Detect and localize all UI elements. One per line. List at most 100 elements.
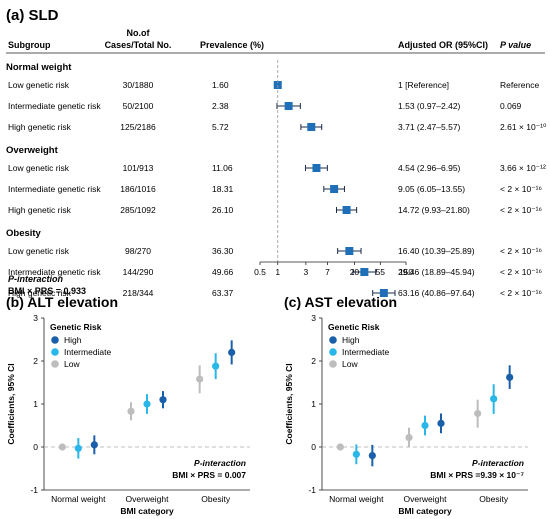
- or-marker: [342, 206, 351, 214]
- row-prevalence: 1.60: [212, 80, 229, 90]
- row-or-text: 3.71 (2.47–5.57): [398, 122, 461, 132]
- coefficient-point: [405, 433, 413, 442]
- row-cases: 285/1092: [120, 205, 156, 215]
- x-tick-label: 3: [303, 267, 308, 277]
- row-or-text: 63.16 (40.86–97.64): [398, 288, 475, 298]
- coefficient-point: [212, 362, 220, 370]
- interaction-value: BMI × PRS =9.39 × 10⁻⁷: [430, 470, 524, 480]
- row-subgroup-label: High genetic risk: [8, 205, 72, 215]
- x-tick-label: 150: [399, 267, 413, 277]
- x-category-label: Normal weight: [51, 494, 106, 504]
- row-subgroup-label: High genetic risk: [8, 288, 72, 298]
- header-cases-line1: No.of: [127, 28, 151, 38]
- row-p-value: 2.61 × 10⁻¹⁰: [500, 122, 547, 132]
- panel-c-title: (c) AST elevation: [284, 294, 397, 310]
- y-tick-label: -1: [308, 485, 316, 495]
- coefficient-point: [437, 419, 445, 427]
- y-tick-label: 1: [33, 399, 38, 409]
- row-prevalence: 49.66: [212, 267, 234, 277]
- row-p-value: < 2 × 10⁻¹⁶: [500, 246, 542, 256]
- header-adjusted-or: Adjusted OR (95%CI): [398, 40, 488, 50]
- row-prevalence: 36.30: [212, 246, 234, 256]
- coefficient-point: [490, 395, 498, 403]
- or-marker: [379, 289, 388, 297]
- legend-title: Genetic Risk: [50, 322, 102, 332]
- row-subgroup-label: Intermediate genetic risk: [8, 101, 101, 111]
- legend-label: Intermediate: [64, 347, 112, 357]
- x-category-label: Obesity: [479, 494, 509, 504]
- group-label: Obesity: [6, 228, 42, 239]
- row-cases: 50/2100: [123, 101, 154, 111]
- y-tick-label: 1: [311, 399, 316, 409]
- row-prevalence: 2.38: [212, 101, 229, 111]
- row-or-text: 14.72 (9.93–21.80): [398, 205, 470, 215]
- legend-label: High: [64, 335, 82, 345]
- legend-label: Low: [64, 359, 80, 369]
- y-axis-label: Coefficients, 95% CI: [6, 363, 16, 444]
- row-subgroup-label: Low genetic risk: [8, 246, 70, 256]
- x-tick-label: 55: [376, 267, 386, 277]
- row-p-value: 0.069: [500, 101, 522, 111]
- coefficient-point: [228, 348, 236, 356]
- coefficient-point: [127, 407, 135, 415]
- header-p-value: P value: [500, 40, 531, 50]
- row-or-text: 4.54 (2.96–6.95): [398, 163, 461, 173]
- coefficient-point: [421, 421, 429, 430]
- legend-title: Genetic Risk: [328, 322, 380, 332]
- panel-a-interaction-label: P-interaction: [8, 274, 64, 284]
- legend-swatch: [51, 360, 59, 368]
- or-marker: [360, 268, 369, 276]
- legend-swatch: [329, 348, 337, 356]
- coefficient-point: [352, 450, 360, 458]
- row-cases: 186/1016: [120, 184, 156, 194]
- y-tick-label: 3: [311, 313, 316, 323]
- header-cases-line2: Cases/Total No.: [105, 40, 172, 50]
- row-cases: 218/344: [123, 288, 154, 298]
- y-tick-label: 3: [33, 313, 38, 323]
- y-tick-label: -1: [30, 485, 38, 495]
- interaction-label: P-interaction: [194, 458, 246, 468]
- row-or-text: 1 [Reference]: [398, 80, 449, 90]
- or-marker: [307, 123, 316, 131]
- row-prevalence: 26.10: [212, 205, 234, 215]
- coefficient-point: [90, 441, 98, 449]
- row-p-value: < 2 × 10⁻¹⁶: [500, 267, 542, 277]
- row-prevalence: 11.06: [212, 163, 233, 173]
- group-label: Overweight: [6, 145, 59, 156]
- x-tick-label: 7: [325, 267, 330, 277]
- row-p-value: 3.66 × 10⁻¹²: [500, 163, 546, 173]
- panel-a-interaction-value: BMI × PRS = 0.933: [8, 286, 86, 296]
- x-tick-label: 20: [350, 267, 360, 277]
- x-axis-label: BMI category: [120, 506, 174, 516]
- panel-b-title: (b) ALT elevation: [6, 294, 118, 310]
- row-cases: 98/270: [125, 246, 151, 256]
- row-or-text: 29.46 (18.89–45.94): [398, 267, 475, 277]
- legend-label: Low: [342, 359, 358, 369]
- row-prevalence: 63.37: [212, 288, 234, 298]
- row-p-value: < 2 × 10⁻¹⁶: [500, 288, 542, 298]
- panel-a-title: (a) SLD: [6, 7, 59, 24]
- row-p-value: < 2 × 10⁻¹⁶: [500, 184, 542, 194]
- x-category-label: Obesity: [201, 494, 231, 504]
- row-cases: 101/913: [123, 163, 154, 173]
- coefficient-point: [336, 443, 344, 451]
- y-tick-label: 0: [33, 442, 38, 452]
- x-axis-label: BMI category: [398, 506, 452, 516]
- coefficient-point: [58, 443, 66, 451]
- coefficient-point: [474, 409, 482, 418]
- coefficient-point: [196, 375, 204, 383]
- or-marker: [284, 102, 293, 110]
- row-subgroup-label: Intermediate genetic risk: [8, 184, 101, 194]
- row-subgroup-label: Low genetic risk: [8, 80, 70, 90]
- row-or-text: 9.05 (6.05–13.55): [398, 184, 465, 194]
- coefficient-point: [506, 373, 514, 381]
- legend-swatch: [51, 348, 59, 356]
- interaction-value: BMI × PRS = 0.007: [172, 470, 246, 480]
- legend-swatch: [329, 336, 337, 344]
- header-subgroup: Subgroup: [8, 40, 51, 50]
- x-tick-label: 1: [275, 267, 280, 277]
- coefficient-point: [143, 400, 151, 408]
- x-category-label: Normal weight: [329, 494, 384, 504]
- legend-swatch: [329, 360, 337, 368]
